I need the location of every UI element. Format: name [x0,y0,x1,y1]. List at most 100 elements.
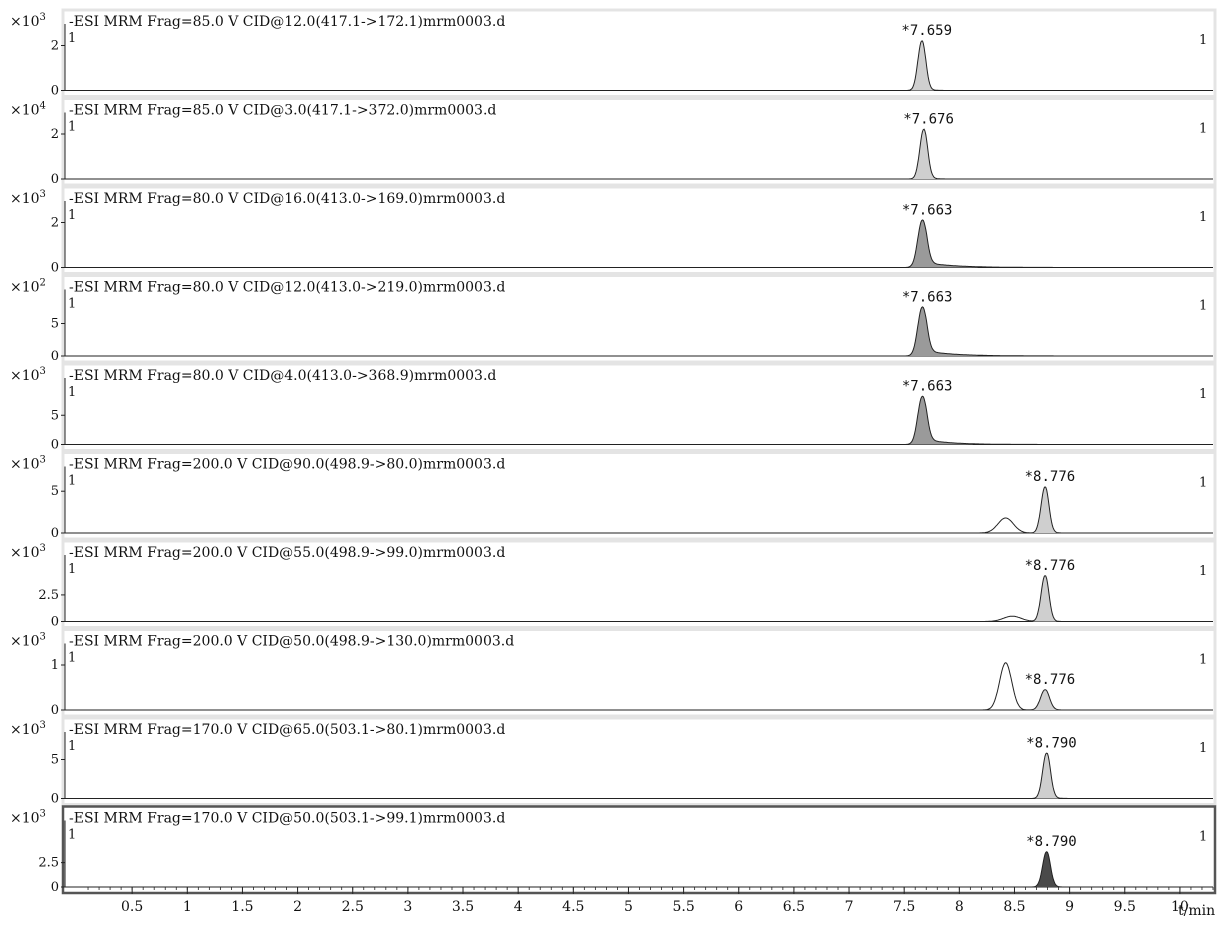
corner-label-right: 1 [1199,33,1207,48]
y-tick-label: 2 [51,127,59,142]
panel-frame [61,8,1217,98]
corner-label-left: 1 [68,31,76,46]
x-tick-label: 10 [1171,899,1189,915]
x-tick-label: 6 [734,899,743,915]
y-multiplier: ×104 [10,101,46,119]
y-tick-label: 2.5 [38,856,59,871]
x-tick-label: 8 [955,899,964,915]
corner-label-left: 1 [68,651,76,666]
y-tick-label: 5 [51,408,59,423]
peak-area-fill [1032,486,1058,533]
corner-label-left: 1 [68,385,76,400]
y-tick-label: 1 [51,658,59,673]
y-multiplier: ×103 [10,366,46,384]
corner-label-left: 1 [68,474,76,489]
y-multiplier-exponent: 3 [40,455,46,466]
y-multiplier: ×103 [10,720,46,738]
corner-label-right: 1 [1199,830,1207,845]
corner-label-right: 1 [1199,122,1207,137]
y-multiplier-exponent: 3 [40,632,46,643]
corner-label-left: 1 [68,828,76,843]
peak-label: *7.663 [902,289,953,305]
peak-label: *8.776 [1025,558,1076,574]
y-multiplier: ×103 [10,543,46,561]
y-multiplier-exponent: 3 [40,543,46,554]
corner-label-right: 1 [1199,210,1207,225]
y-tick-label: 2.5 [38,588,59,603]
y-tick-label: 2 [51,216,59,231]
corner-label-right: 1 [1199,299,1207,314]
panel-frame [61,539,1217,629]
corner-label-left: 1 [68,120,76,135]
x-tick-label: 4 [514,899,523,915]
peak-label: *8.790 [1026,735,1077,751]
peak-area-fill [1030,689,1059,710]
panel-frame [61,185,1217,275]
peak-area-fill [911,129,936,179]
y-tick-label: 5 [51,317,59,332]
trace-title: -ESI MRM Frag=85.0 V CID@3.0(417.1->372.… [69,103,496,119]
trace-line [77,486,1213,534]
y-tick-label: 0 [51,792,59,807]
x-tick-label: 7 [845,899,854,915]
peak-area-fill [908,306,978,356]
peak-label: *7.676 [903,112,954,128]
trace-line [77,574,1213,622]
x-tick-label: 2.5 [342,899,364,915]
y-multiplier: ×103 [10,455,46,473]
y-multiplier-base: ×10 [10,811,40,827]
x-tick-label: 8.5 [1003,899,1025,915]
corner-label-right: 1 [1199,476,1207,491]
y-tick-label: 0 [51,703,59,718]
y-tick-label: 0 [51,438,59,453]
x-tick-label: 7.5 [893,899,915,915]
x-tick-label: 9.5 [1114,899,1136,915]
y-multiplier-exponent: 3 [40,809,46,820]
y-tick-label: 0 [51,526,59,541]
y-tick-label: 0 [51,880,59,895]
y-multiplier: ×102 [10,278,46,296]
peak-area-fill [909,40,935,91]
y-tick-label: 0 [51,84,59,99]
trace-title: -ESI MRM Frag=80.0 V CID@16.0(413.0->169… [69,191,505,207]
x-tick-label: 5.5 [672,899,694,915]
corner-label-left: 1 [68,739,76,754]
x-tick-label: 3.5 [452,899,474,915]
y-tick-label: 2 [51,39,59,54]
peak-area-fill [1032,575,1058,622]
y-multiplier-exponent: 4 [40,101,46,112]
panel-frame [61,274,1217,364]
trace-title: -ESI MRM Frag=80.0 V CID@4.0(413.0->368.… [69,368,496,384]
trace-line [77,219,1213,268]
peak-area-fill [1034,851,1059,887]
y-multiplier-exponent: 3 [40,720,46,731]
y-tick-label: 0 [51,615,59,630]
peak-label: *8.790 [1026,834,1077,850]
trace-title: -ESI MRM Frag=170.0 V CID@50.0(503.1->99… [69,811,505,827]
panel-frame [61,451,1217,541]
corner-label-left: 1 [68,297,76,312]
x-tick-label: 5 [624,899,633,915]
x-tick-label: 3 [403,899,412,915]
x-tick-label: 6.5 [783,899,805,915]
y-tick-label: 5 [51,484,59,499]
y-multiplier-base: ×10 [10,280,40,296]
x-tick-label: 0.5 [121,899,143,915]
panel-frame [61,362,1217,452]
y-multiplier-exponent: 2 [40,278,46,289]
y-multiplier: ×103 [10,12,46,30]
corner-label-right: 1 [1199,387,1207,402]
y-multiplier: ×103 [10,809,46,827]
trace-line [77,851,1213,888]
panel-frame [61,628,1217,718]
trace-line [77,395,1213,445]
peak-area-fill [908,219,978,268]
panel-frame [61,805,1217,895]
trace-title: -ESI MRM Frag=85.0 V CID@12.0(417.1->172… [69,14,505,30]
corner-label-right: 1 [1199,564,1207,579]
trace-line [77,40,1213,91]
peak-label: *7.663 [902,202,953,218]
trace-title: -ESI MRM Frag=200.0 V CID@50.0(498.9->13… [69,634,514,650]
trace-line [77,128,1213,180]
